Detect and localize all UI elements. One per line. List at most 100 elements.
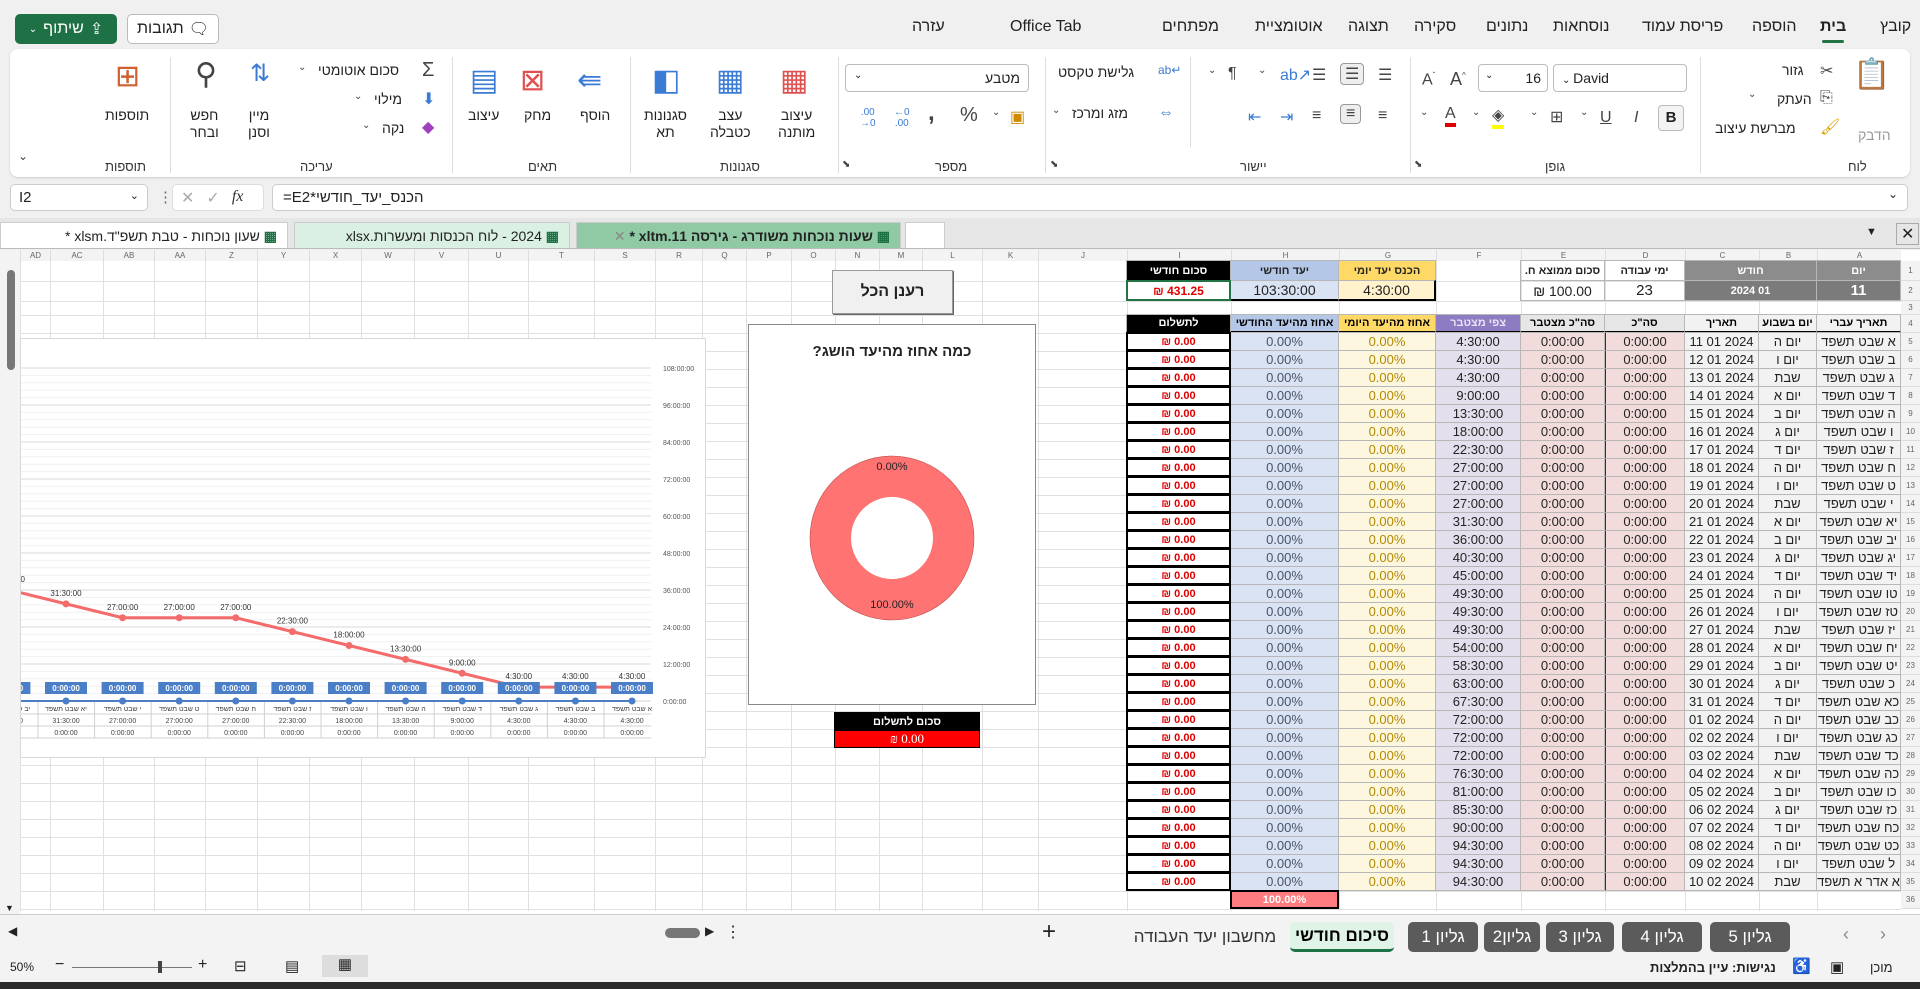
table-cell[interactable]: יח שבט תשפד [1816,638,1901,657]
table-cell[interactable]: 0.00% [1338,782,1436,801]
table-cell[interactable]: 0.00% [1338,386,1436,405]
table-cell[interactable]: כד שבט תשפד [1816,746,1901,765]
table-cell[interactable]: 0.00% [1230,620,1339,639]
conditional-formatting-button[interactable]: עיצוב מותנה [778,107,816,140]
scrollbar-thumb[interactable] [7,270,15,370]
comma-style-button[interactable]: , [928,99,935,126]
table-cell[interactable]: 13:30:00 [1435,404,1521,423]
table-cell[interactable]: 0:00:00 [1604,620,1685,639]
borders-icon[interactable]: ⊞ [1550,109,1564,126]
table-cell[interactable]: 0:00:00 [1520,854,1605,873]
table-cell[interactable]: 0:00:00 [1604,710,1685,729]
donut-label[interactable]: 0.00% [876,461,907,473]
table-cell[interactable]: כג שבט תשפד [1816,728,1901,747]
table-cell[interactable]: 49:30:00 [1435,584,1521,603]
scroll-down-icon[interactable]: ▼ [5,903,14,913]
payment-cell[interactable]: ₪ 0.00 [1126,584,1231,603]
table-cell[interactable]: 0.00% [1338,638,1436,657]
zoom-out-button[interactable]: − [55,956,65,973]
table-cell[interactable]: 0.00% [1338,548,1436,567]
row-header[interactable]: 7 [1901,369,1920,387]
table-cell[interactable]: 20 01 2024 [1684,494,1759,513]
table-cell[interactable]: 72:00:00 [1435,728,1521,747]
chevron-down-icon[interactable]: ⌄ [1530,107,1539,118]
table-cell[interactable]: טז שבט תשפד [1816,602,1901,621]
row-header[interactable]: 32 [1901,819,1920,837]
table-cell[interactable]: יום ו [1758,728,1817,747]
table-cell[interactable]: יום ה [1758,584,1817,603]
payment-cell[interactable]: ₪ 0.00 [1126,746,1231,765]
table-cell[interactable]: 0:00:00 [1604,440,1685,459]
clear-button[interactable]: נקה [382,120,405,136]
payment-cell[interactable]: ₪ 0.00 [1126,386,1231,405]
sheet-options-icon[interactable]: ⋮ [725,924,741,941]
table-cell[interactable]: 0:00:00 [1520,764,1605,783]
more-options-icon[interactable]: ⋮ [158,189,173,206]
zoom-in-button[interactable]: + [198,956,208,973]
table-cell[interactable]: 0.00% [1338,836,1436,855]
menu-tab[interactable]: Office Tab [1010,18,1082,35]
row-header[interactable]: 22 [1901,639,1920,657]
table-cell[interactable]: א שבט תשפד [1816,332,1901,351]
row-header[interactable]: 35 [1901,873,1920,891]
dialog-launcher-icon[interactable]: ⬊ [1414,159,1423,170]
table-cell[interactable]: 45:00:00 [1435,566,1521,585]
row-header[interactable]: 16 [1901,531,1920,549]
table-cell[interactable]: יום ה [1758,710,1817,729]
table-cell[interactable]: 85:30:00 [1435,800,1521,819]
line-chart[interactable]: 0:00:00 12:00:00 24:00:00 36:00:00 48:00:00 6… [20,338,706,758]
table-cell[interactable]: 0:00:00 [1520,494,1605,513]
column-header[interactable]: P [746,250,791,261]
table-cell[interactable]: 0.00% [1338,458,1436,477]
table-cell[interactable]: שבת [1758,494,1817,513]
underline-button[interactable]: U [1600,109,1612,126]
copy-button[interactable]: העתק [1777,91,1812,107]
table-cell[interactable]: 94:30:00 [1435,854,1521,873]
row-header[interactable]: 33 [1901,837,1920,855]
share-button[interactable]: ⇪ שיתוף ⌄ [15,14,117,44]
vertical-scrollbar[interactable]: ▼ [0,250,20,915]
table-header[interactable]: צפי מצטבר [1435,314,1521,333]
table-cell[interactable]: 09 02 2024 [1684,854,1759,873]
row-header[interactable]: 31 [1901,801,1920,819]
table-cell[interactable]: 40:30:00 [1435,548,1521,567]
table-cell[interactable]: 0:00:00 [1604,800,1685,819]
table-cell[interactable]: 0:00:00 [1520,530,1605,549]
table-cell[interactable]: ד שבט תשפד [1816,386,1901,405]
table-cell[interactable]: 0:00:00 [1520,818,1605,837]
table-cell[interactable]: 72:00:00 [1435,746,1521,765]
table-cell[interactable]: 72:00:00 [1435,710,1521,729]
table-cell[interactable]: 08 02 2024 [1684,836,1759,855]
sheet-tab-active[interactable]: סיכום חודשי [1290,922,1394,952]
table-cell[interactable]: 0.00% [1230,548,1339,567]
table-cell[interactable]: יום ו [1758,602,1817,621]
table-cell[interactable]: 0:00:00 [1520,566,1605,585]
page-layout-view-icon[interactable]: ▤ [285,958,300,975]
table-cell[interactable]: 18:00:00 [1435,422,1521,441]
table-cell[interactable]: 0:00:00 [1520,872,1605,891]
row-header[interactable]: 25 [1901,693,1920,711]
table-cell[interactable]: יום ו [1758,350,1817,369]
row-header[interactable]: 17 [1901,549,1920,567]
table-cell[interactable]: 0:00:00 [1520,782,1605,801]
table-cell[interactable]: 0:00:00 [1604,422,1685,441]
menu-tab[interactable]: עזרה [912,18,945,35]
table-cell[interactable]: ז שבט תשפד [1816,440,1901,459]
chevron-down-icon[interactable]: ⌄ [1052,105,1061,116]
new-tab-button[interactable] [905,222,945,248]
table-cell[interactable]: 0.00% [1338,422,1436,441]
row-header[interactable]: 30 [1901,783,1920,801]
month-label[interactable]: חודש [1684,260,1817,281]
table-cell[interactable]: 0.00% [1230,602,1339,621]
table-header[interactable]: סה"כ [1604,314,1685,333]
table-cell[interactable]: 0.00% [1230,440,1339,459]
paste-button[interactable]: הדבק [1858,127,1891,143]
table-cell[interactable]: יא שבט תשפד [1816,512,1901,531]
table-cell[interactable]: 0:00:00 [1520,656,1605,675]
table-cell[interactable]: 0.00% [1230,350,1339,369]
table-cell[interactable]: 0:00:00 [1520,728,1605,747]
confirm-icon[interactable]: ✓ [206,190,220,207]
day-label[interactable]: יום [1816,260,1901,281]
table-cell[interactable]: 03 02 2024 [1684,746,1759,765]
table-cell[interactable]: 0.00% [1230,710,1339,729]
